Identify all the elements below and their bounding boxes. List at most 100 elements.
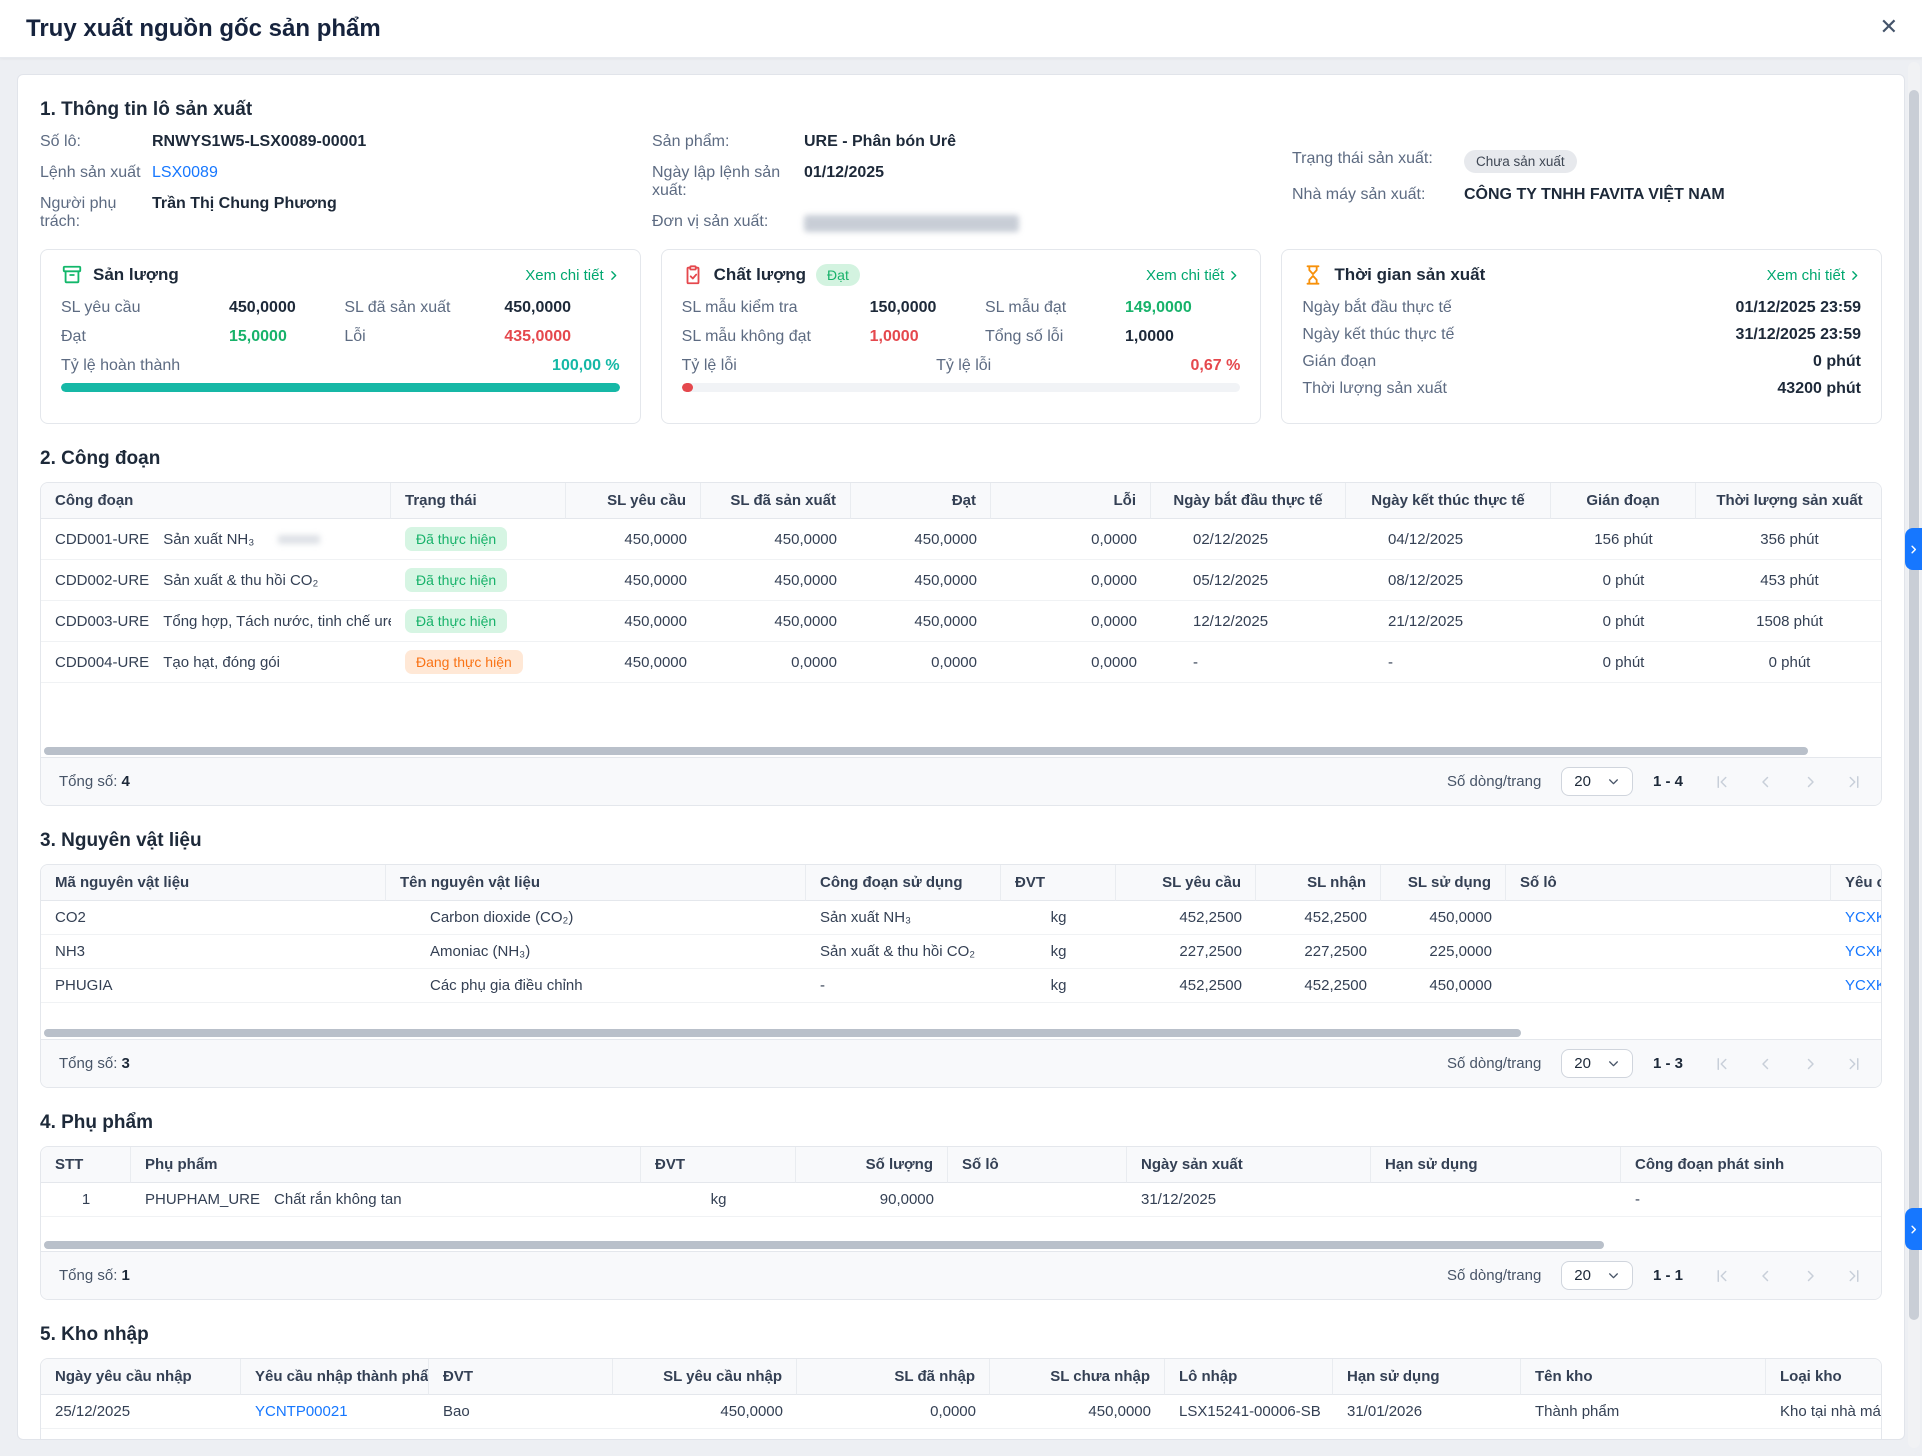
production-order-label: Lệnh sản xuất: [40, 164, 141, 181]
product-value: URE - Phân bón Urê: [804, 133, 957, 150]
table-row: CO2 Carbon dioxide (CO₂) Sản xuất NH₃ kg 4…: [41, 901, 1881, 935]
horizontal-scrollbar[interactable]: [41, 745, 1881, 757]
samples-pass-value: 149,0000: [1124, 299, 1192, 316]
table-row: PHUGIA Các phụ gia điều chỉnh - kg 452,250…: [41, 969, 1881, 1003]
output-pass-value: 15,0000: [229, 328, 287, 345]
samples-fail-value: 1,0000: [869, 328, 919, 345]
duration-value: 43200 phút: [1777, 380, 1861, 397]
pager-first-icon[interactable]: [1713, 773, 1731, 791]
warehouse-header-row: Ngày yêu cầu nhập Yêu cầu nhập thành phẩm…: [41, 1359, 1881, 1395]
completion-rate-value: 100,00 %: [552, 357, 620, 374]
samples-tested-value: 150,0000: [869, 299, 937, 316]
chevron-right-icon: [1852, 270, 1858, 280]
quality-card-title: Chất lượng: [713, 265, 807, 284]
pager-next-icon[interactable]: [1801, 773, 1819, 791]
page-size-select[interactable]: 20: [1561, 1261, 1633, 1290]
pager-prev-icon[interactable]: [1757, 1055, 1775, 1073]
factory-value: CÔNG TY TNHH FAVITA VIỆT NAM: [1464, 186, 1725, 203]
package-icon: [62, 265, 82, 284]
pager-next-icon[interactable]: [1801, 1055, 1819, 1073]
material-request-link[interactable]: YCXK0: [1845, 977, 1881, 994]
vertical-scrollbar[interactable]: [1908, 62, 1920, 1448]
chevron-right-icon: [610, 270, 617, 280]
quality-pass-badge: Đạt: [816, 264, 860, 286]
byproducts-table: STT Phụ phẩm ĐVT Số lượng Số lô Ngày sản xu…: [40, 1146, 1882, 1300]
hourglass-icon: [1306, 265, 1320, 285]
section-heading-batch-info: 1. Thông tin lô sản xuất: [40, 99, 253, 120]
side-panel-toggle-button[interactable]: [1905, 1208, 1922, 1250]
page-size-select[interactable]: 20: [1561, 767, 1633, 796]
quality-card: Chất lượng Đạt Xem chi tiết SL mẫu kiểm …: [660, 249, 1262, 424]
horizontal-scrollbar[interactable]: [41, 1239, 1881, 1251]
pager-last-icon[interactable]: [1845, 773, 1863, 791]
production-order-link[interactable]: LSX0089: [152, 164, 218, 181]
total-count: Tổng số: 4: [59, 773, 130, 790]
completion-progress-bar: [61, 383, 620, 392]
time-card-title: Thời gian sản xuất: [1334, 265, 1486, 284]
section-heading-stages: 2. Công đoạn: [40, 448, 161, 469]
horizontal-scrollbar-thumb[interactable]: [44, 1029, 1521, 1037]
horizontal-scrollbar[interactable]: [41, 1027, 1881, 1039]
batch-info-col3: Trạng thái sản xuất: Chưa sản xuất Nhà má…: [1292, 150, 1882, 245]
section-heading-materials: 3. Nguyên vật liệu: [40, 830, 202, 851]
total-defects-value: 1,0000: [1124, 328, 1174, 345]
chevron-right-icon: [1231, 270, 1237, 280]
table-row: CDD004-URE Tạo hạt, đóng gói Đang thực hi…: [41, 642, 1881, 683]
page-title: Truy xuất nguồn gốc sản phẩm: [26, 14, 381, 42]
pager-prev-icon[interactable]: [1757, 773, 1775, 791]
warehouse-table: Ngày yêu cầu nhập Yêu cầu nhập thành phẩm…: [40, 1358, 1882, 1439]
material-request-link[interactable]: YCXK0: [1845, 909, 1881, 926]
side-panel-toggle-button[interactable]: [1905, 528, 1922, 570]
output-detail-link[interactable]: Xem chi tiết: [525, 267, 619, 284]
product-label: Sản phẩm:: [652, 133, 730, 150]
modal-header: Truy xuất nguồn gốc sản phẩm ✕: [0, 0, 1922, 58]
pager-next-icon[interactable]: [1801, 1267, 1819, 1285]
pager-last-icon[interactable]: [1845, 1055, 1863, 1073]
status-badge: Đang thực hiện: [405, 650, 523, 674]
order-date-value: 01/12/2025: [804, 164, 885, 181]
defect-rate-value: 0,67 %: [1190, 357, 1241, 374]
section-heading-byproducts: 4. Phụ phẩm: [40, 1112, 153, 1133]
vertical-scrollbar-thumb[interactable]: [1909, 90, 1919, 1320]
finished-goods-request-link[interactable]: YCNTP00021: [255, 1403, 348, 1420]
clipboard-check-icon: [686, 265, 700, 285]
stage-note-redacted: [278, 534, 321, 544]
horizontal-scrollbar-thumb[interactable]: [44, 1241, 1604, 1249]
stages-header-row: Công đoạn Trạng thái SL yêu cầu SL đã sản …: [41, 483, 1881, 519]
chevron-right-icon: [1911, 1225, 1917, 1233]
rows-per-page-label: Số dòng/trang: [1447, 1055, 1542, 1072]
pager-first-icon[interactable]: [1713, 1055, 1731, 1073]
output-pass-label: Đạt: [61, 328, 86, 345]
defect-rate-label-2: Tỷ lệ lỗi: [936, 357, 992, 374]
close-icon[interactable]: ✕: [1879, 14, 1898, 39]
table-row: 25/12/2025 YCNTP00021 Bao 450,0000 0,0000…: [41, 1395, 1881, 1429]
pager-prev-icon[interactable]: [1757, 1267, 1775, 1285]
interruption-value: 0 phút: [1813, 353, 1861, 370]
pager-first-icon[interactable]: [1713, 1267, 1731, 1285]
modal-body: 1. Thông tin lô sản xuất Số lô: RNWYS1W5-…: [0, 58, 1922, 1456]
section-heading-warehouse: 5. Kho nhập: [40, 1324, 149, 1345]
page-range: 1 - 4: [1652, 773, 1683, 790]
quality-detail-link[interactable]: Xem chi tiết: [1146, 267, 1240, 284]
output-produced-label: SL đã sản xuất: [344, 299, 451, 316]
batch-info-col2: Sản phẩm: URE - Phân bón Urê Ngày lập lện…: [652, 133, 1292, 245]
production-status-badge: Chưa sản xuất: [1464, 150, 1577, 173]
pager-last-icon[interactable]: [1845, 1267, 1863, 1285]
factory-label: Nhà máy sản xuất:: [1292, 186, 1426, 203]
chevron-down-icon: [1609, 1061, 1618, 1067]
byproducts-header-row: STT Phụ phẩm ĐVT Số lượng Số lô Ngày sản xu…: [41, 1147, 1881, 1183]
output-produced-value: 450,0000: [504, 299, 572, 316]
page-size-select[interactable]: 20: [1561, 1049, 1633, 1078]
stages-footer: Tổng số: 4 Số dòng/trang 20 1 - 4: [41, 757, 1881, 805]
time-card: Thời gian sản xuất Xem chi tiết Ngày bắt…: [1281, 249, 1882, 424]
duration-label: Thời lượng sản xuất: [1302, 380, 1447, 397]
output-defect-value: 435,0000: [504, 328, 572, 345]
completion-rate-label: Tỷ lệ hoàn thành: [61, 357, 181, 374]
actual-start-value: 01/12/2025 23:59: [1735, 299, 1861, 316]
page-range: 1 - 1: [1652, 1267, 1683, 1284]
material-request-link[interactable]: YCXK0: [1845, 943, 1881, 960]
status-badge: Đã thực hiện: [405, 568, 508, 592]
time-detail-link[interactable]: Xem chi tiết: [1767, 267, 1861, 284]
horizontal-scrollbar-thumb[interactable]: [44, 747, 1808, 755]
lot-number-value: RNWYS1W5-LSX0089-00001: [152, 133, 367, 150]
